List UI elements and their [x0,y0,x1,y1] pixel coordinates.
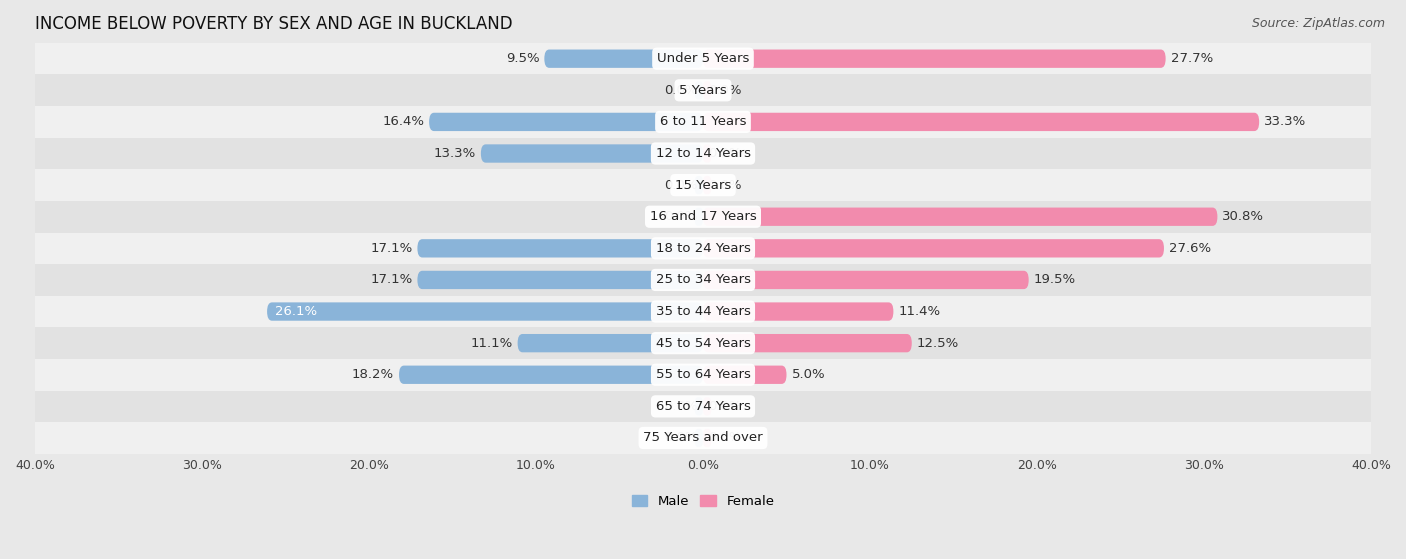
FancyBboxPatch shape [703,429,711,447]
FancyBboxPatch shape [703,334,911,352]
FancyBboxPatch shape [703,113,1260,131]
Bar [35,391,1371,422]
Text: INCOME BELOW POVERTY BY SEX AND AGE IN BUCKLAND: INCOME BELOW POVERTY BY SEX AND AGE IN B… [35,15,513,33]
Text: 17.1%: 17.1% [370,273,412,286]
FancyBboxPatch shape [703,302,893,321]
FancyBboxPatch shape [703,366,786,384]
Text: 0.0%: 0.0% [709,179,741,192]
Text: 17.1%: 17.1% [370,242,412,255]
FancyBboxPatch shape [267,302,703,321]
Text: 18 to 24 Years: 18 to 24 Years [655,242,751,255]
Text: 5 Years: 5 Years [679,84,727,97]
Text: 15 Years: 15 Years [675,179,731,192]
Bar [35,106,1371,138]
Text: Under 5 Years: Under 5 Years [657,52,749,65]
Text: 0.0%: 0.0% [665,400,697,413]
Text: 25 to 34 Years: 25 to 34 Years [655,273,751,286]
FancyBboxPatch shape [703,239,1164,258]
Text: 18.2%: 18.2% [352,368,394,381]
FancyBboxPatch shape [481,144,703,163]
Text: 9.5%: 9.5% [506,52,540,65]
FancyBboxPatch shape [695,429,703,447]
FancyBboxPatch shape [703,397,711,415]
Text: Source: ZipAtlas.com: Source: ZipAtlas.com [1251,17,1385,30]
Bar [35,328,1371,359]
FancyBboxPatch shape [703,207,1218,226]
Text: 0.0%: 0.0% [709,432,741,444]
Legend: Male, Female: Male, Female [626,489,780,513]
Bar [35,296,1371,328]
FancyBboxPatch shape [544,50,703,68]
FancyBboxPatch shape [517,334,703,352]
Text: 19.5%: 19.5% [1033,273,1076,286]
Text: 16 and 17 Years: 16 and 17 Years [650,210,756,223]
Text: 0.0%: 0.0% [665,179,697,192]
Bar [35,422,1371,454]
FancyBboxPatch shape [703,176,711,195]
FancyBboxPatch shape [429,113,703,131]
Bar [35,359,1371,391]
Text: 75 Years and over: 75 Years and over [643,432,763,444]
FancyBboxPatch shape [418,239,703,258]
Text: 26.1%: 26.1% [276,305,318,318]
FancyBboxPatch shape [695,207,703,226]
Text: 0.0%: 0.0% [665,432,697,444]
Text: 11.1%: 11.1% [471,337,513,349]
Bar [35,43,1371,74]
Text: 12.5%: 12.5% [917,337,959,349]
Text: 11.4%: 11.4% [898,305,941,318]
Text: 27.7%: 27.7% [1171,52,1213,65]
FancyBboxPatch shape [695,397,703,415]
Bar [35,74,1371,106]
Text: 0.0%: 0.0% [665,84,697,97]
Bar [35,138,1371,169]
Text: 16.4%: 16.4% [382,115,425,129]
FancyBboxPatch shape [695,176,703,195]
Text: 65 to 74 Years: 65 to 74 Years [655,400,751,413]
Text: 5.0%: 5.0% [792,368,825,381]
FancyBboxPatch shape [703,81,711,100]
FancyBboxPatch shape [703,50,1166,68]
Text: 0.0%: 0.0% [709,400,741,413]
Text: 27.6%: 27.6% [1168,242,1211,255]
Bar [35,264,1371,296]
Bar [35,201,1371,233]
Bar [35,233,1371,264]
Text: 30.8%: 30.8% [1222,210,1264,223]
Text: 33.3%: 33.3% [1264,115,1306,129]
FancyBboxPatch shape [703,144,711,163]
Text: 35 to 44 Years: 35 to 44 Years [655,305,751,318]
Text: 12 to 14 Years: 12 to 14 Years [655,147,751,160]
Text: 55 to 64 Years: 55 to 64 Years [655,368,751,381]
FancyBboxPatch shape [703,271,1029,289]
FancyBboxPatch shape [695,81,703,100]
FancyBboxPatch shape [418,271,703,289]
Bar [35,169,1371,201]
Text: 0.0%: 0.0% [709,147,741,160]
Text: 0.0%: 0.0% [665,210,697,223]
Text: 6 to 11 Years: 6 to 11 Years [659,115,747,129]
Text: 0.0%: 0.0% [709,84,741,97]
Text: 13.3%: 13.3% [433,147,475,160]
Text: 45 to 54 Years: 45 to 54 Years [655,337,751,349]
FancyBboxPatch shape [399,366,703,384]
